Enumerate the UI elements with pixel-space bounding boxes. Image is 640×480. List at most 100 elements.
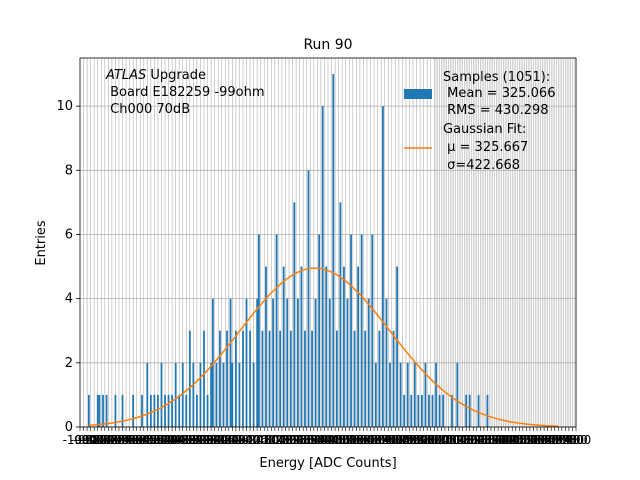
x-tick-label: -700	[120, 433, 147, 447]
x-tick-label: 1760	[554, 433, 585, 447]
histogram-bar	[382, 106, 384, 427]
histogram-bar	[314, 298, 317, 427]
x-tick-label: 460	[327, 433, 350, 447]
x-tick-label: -400	[173, 433, 200, 447]
x-tick-label: 380	[313, 433, 336, 447]
x-tick-label: -820	[98, 433, 125, 447]
y-axis-label: Entries	[34, 220, 49, 266]
x-tick-label: 1380	[486, 433, 517, 447]
x-tick-label: 600	[352, 433, 375, 447]
x-tick-label: 120	[267, 433, 290, 447]
x-tick-label: 420	[320, 433, 343, 447]
x-tick-label: 980	[419, 433, 442, 447]
x-tick-label: -660	[127, 433, 154, 447]
histogram-bar	[192, 362, 195, 427]
histogram-bar	[477, 394, 480, 427]
histogram-bar	[424, 362, 427, 427]
histogram-bar	[421, 394, 423, 427]
x-tick-label: 40	[257, 433, 272, 447]
x-tick-label: -900	[84, 433, 111, 447]
x-tick-label: 1160	[447, 433, 478, 447]
gaussian-fit-curve	[88, 267, 559, 427]
histogram-bar	[413, 362, 416, 427]
x-tick-label: 1360	[483, 433, 514, 447]
x-tick-label: 540	[341, 433, 364, 447]
y-tick-label: 2	[65, 356, 73, 371]
histogram-bar	[275, 234, 278, 427]
x-tick-label: -20	[244, 433, 264, 447]
x-tick-label: 140	[270, 433, 293, 447]
x-tick-label: -740	[112, 433, 139, 447]
x-tick-label: -960	[73, 433, 100, 447]
histogram-bar	[171, 394, 173, 427]
x-tick-label: 1260	[465, 433, 496, 447]
x-tick-label: -320	[187, 433, 214, 447]
x-tick-label: 80	[264, 433, 279, 447]
histogram-bar	[245, 298, 248, 427]
y-ticks: 0 2 4 6 8 10	[56, 99, 80, 435]
x-tick-label: 0	[253, 433, 261, 447]
x-tick-label: 480	[331, 433, 354, 447]
x-tick-label: -440	[166, 433, 193, 447]
histogram-bar	[346, 298, 349, 427]
x-tick-label: 1540	[515, 433, 546, 447]
histogram-bar	[87, 394, 90, 427]
x-tick-label: 1340	[479, 433, 510, 447]
histogram-bar	[249, 330, 251, 427]
atlas-annotation: ATLAS Upgrade Board E182259 -99ohm Ch000…	[105, 68, 265, 117]
histogram-bar	[261, 330, 264, 427]
histogram-bar	[300, 266, 303, 427]
histogram-bar	[252, 362, 255, 427]
x-tick-label: -940	[77, 433, 104, 447]
histogram-bar	[389, 362, 391, 427]
x-tick-label: -500	[155, 433, 182, 447]
x-tick-label: 240	[288, 433, 311, 447]
histogram-bar	[332, 74, 335, 427]
x-tick-label: -840	[95, 433, 122, 447]
x-tick-label: -520	[151, 433, 178, 447]
histogram-bar	[210, 362, 212, 427]
x-tick-label: -920	[81, 433, 108, 447]
histogram-bar	[211, 298, 214, 427]
x-tick-label: 880	[402, 433, 425, 447]
histogram-bar	[335, 330, 338, 427]
x-tick-label: 200	[281, 433, 304, 447]
legend-histogram-line-2: Mean = 325.066	[443, 86, 555, 101]
legend-histogram-swatch	[404, 89, 432, 99]
x-tick-label: 360	[309, 433, 332, 447]
histogram-bar	[174, 362, 177, 427]
x-tick-label: 1100	[437, 433, 468, 447]
x-tick-label: 260	[292, 433, 315, 447]
x-tick-label: 920	[409, 433, 432, 447]
x-tick-label: 440	[324, 433, 347, 447]
x-tick-label: 840	[394, 433, 417, 447]
histogram-bar	[268, 330, 271, 427]
plot-area: -1000-980-960-940-920-900-880-860-840-82…	[56, 57, 591, 447]
x-tick-label: 1120	[440, 433, 471, 447]
histogram-bar	[96, 394, 99, 427]
x-tick-label: 500	[334, 433, 357, 447]
histogram-bar	[410, 394, 413, 427]
histogram-bar	[132, 394, 135, 427]
x-tick-label: 960	[416, 433, 439, 447]
histogram-bar	[465, 394, 468, 427]
histogram-bar	[242, 330, 244, 427]
histogram-bar	[406, 362, 409, 427]
x-tick-label: 820	[391, 433, 414, 447]
x-tick-label: 620	[356, 433, 379, 447]
histogram-bar	[304, 330, 306, 427]
x-tick-label: 160	[274, 433, 297, 447]
x-tick-label: 720	[373, 433, 396, 447]
x-tick-label: 520	[338, 433, 361, 447]
histogram-bar	[396, 266, 398, 427]
histogram-bar	[181, 362, 184, 427]
x-tick-label: -780	[105, 433, 132, 447]
x-tick-label: 1440	[497, 433, 528, 447]
histogram-bars	[87, 74, 489, 427]
legend-fit-line-2: μ = 325.667	[443, 140, 528, 155]
x-tick-label: 580	[348, 433, 371, 447]
histogram-bar	[374, 362, 377, 427]
x-tick-label: 400	[317, 433, 340, 447]
x-tick-label: -220	[205, 433, 232, 447]
x-tick-label: 1040	[426, 433, 457, 447]
